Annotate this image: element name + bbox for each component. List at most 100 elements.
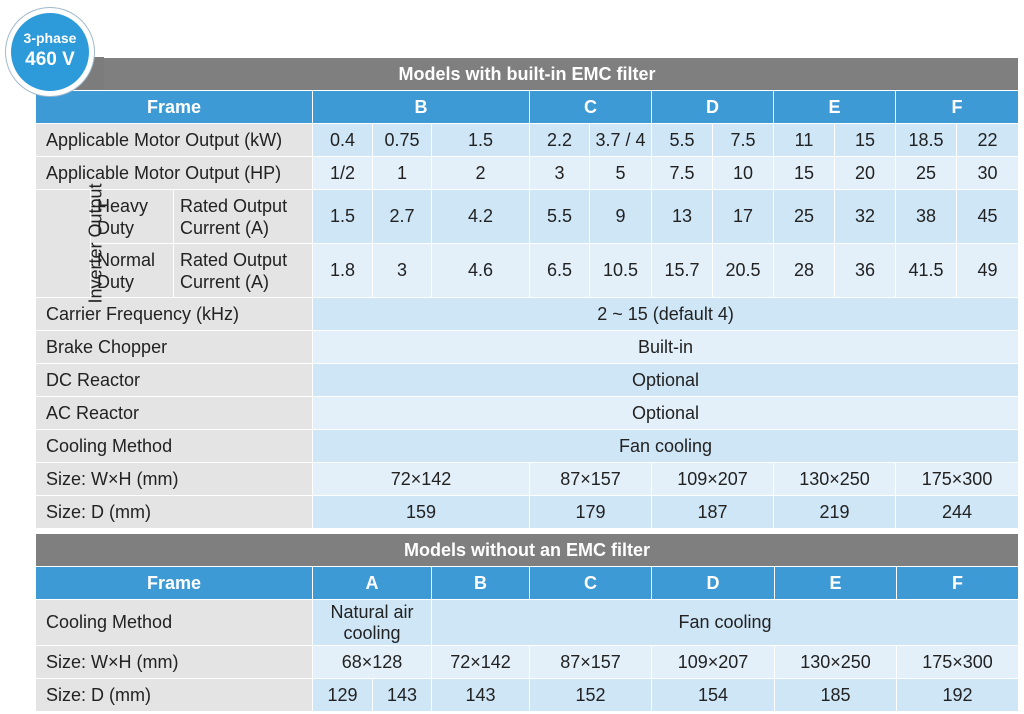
kw-row: Applicable Motor Output (kW) 0.4 0.75 1.… xyxy=(35,123,1020,157)
normal-duty-row: Normal Duty Rated Output Current (A) 1.8… xyxy=(36,243,1020,298)
inverter-output-label: Inverter Output xyxy=(35,183,106,304)
size-wh-value: 175×300 xyxy=(896,645,1019,679)
hp-value: 5 xyxy=(589,156,652,190)
hp-value: 2 xyxy=(431,156,530,190)
hp-value: 15 xyxy=(773,156,835,190)
brake-row: Brake Chopper Built-in xyxy=(35,330,1020,364)
size-d-value: 143 xyxy=(431,678,530,712)
badge-voltage: 460 V xyxy=(25,49,75,70)
size-d-label: Size: D (mm) xyxy=(35,495,313,529)
brake-value: Built-in xyxy=(311,330,1020,364)
size-wh-value: 68×128 xyxy=(312,645,432,679)
hp-row: Applicable Motor Output (HP) 1/2 1 2 3 5… xyxy=(35,156,1020,190)
frame-e: E xyxy=(774,566,897,600)
kw-value: 5.5 xyxy=(651,123,713,157)
heavy-current-value: 4.2 xyxy=(431,189,530,244)
hp-value: 30 xyxy=(955,156,1020,190)
heavy-current-value: 17 xyxy=(712,189,774,244)
frame-d: D xyxy=(651,90,774,124)
size-wh-value: 109×207 xyxy=(651,462,774,496)
cooling-row: Cooling Method Natural air cooling Fan c… xyxy=(35,599,1019,646)
dc-reactor-value: Optional xyxy=(311,363,1020,397)
cooling-value: Fan cooling xyxy=(311,429,1020,463)
cooling-label: Cooling Method xyxy=(35,599,313,646)
normal-current-value: 36 xyxy=(834,243,896,298)
section-header-row: Models without an EMC filter xyxy=(35,533,1019,567)
size-wh-row: Size: W×H (mm) 68×128 72×142 87×157 109×… xyxy=(35,645,1019,679)
heavy-duty-row: Inverter Output Heavy Duty Rated Output … xyxy=(35,183,1020,304)
normal-current-value: 6.5 xyxy=(529,243,590,298)
ac-reactor-label: AC Reactor xyxy=(35,396,313,430)
heavy-current-value: 45 xyxy=(955,189,1020,244)
size-d-value: 154 xyxy=(651,678,775,712)
brake-label: Brake Chopper xyxy=(35,330,313,364)
size-d-row: Size: D (mm) 159 179 187 219 244 xyxy=(35,495,1020,529)
carrier-value: 2 ~ 15 (default 4) xyxy=(311,297,1020,331)
size-d-value: 192 xyxy=(896,678,1019,712)
normal-current-value: 3 xyxy=(372,243,432,298)
phase-voltage-badge: 3-phase 460 V xyxy=(6,8,94,96)
size-d-value: 219 xyxy=(773,495,896,529)
hp-value: 25 xyxy=(895,156,957,190)
heavy-current-label: Rated Output Current (A) xyxy=(173,189,313,244)
emc-filter-spec-table: Models with built-in EMC filter Frame B … xyxy=(34,57,1020,529)
frame-row: Frame B C D E F xyxy=(35,90,1020,124)
normal-current-value: 10.5 xyxy=(589,243,652,298)
size-d-label: Size: D (mm) xyxy=(35,678,313,712)
size-wh-row: Size: W×H (mm) 72×142 87×157 109×207 130… xyxy=(35,462,1020,496)
carrier-row: Carrier Frequency (kHz) 2 ~ 15 (default … xyxy=(35,297,1020,331)
heavy-duty-label: Heavy Duty xyxy=(90,189,174,244)
hp-value: 3 xyxy=(529,156,590,190)
size-d-value: 159 xyxy=(312,495,530,529)
dc-reactor-label: DC Reactor xyxy=(35,363,313,397)
kw-value: 15 xyxy=(834,123,896,157)
no-emc-filter-spec-table: Models without an EMC filter Frame A B C… xyxy=(35,533,1019,712)
frame-a: A xyxy=(312,566,432,600)
normal-current-value: 1.8 xyxy=(312,243,373,298)
normal-current-value: 4.6 xyxy=(431,243,530,298)
dc-reactor-row: DC Reactor Optional xyxy=(35,363,1020,397)
hp-label: Applicable Motor Output (HP) xyxy=(35,156,313,190)
normal-current-value: 20.5 xyxy=(712,243,774,298)
kw-value: 0.4 xyxy=(312,123,373,157)
kw-value: 11 xyxy=(773,123,835,157)
size-wh-label: Size: W×H (mm) xyxy=(35,462,313,496)
frame-b: B xyxy=(312,90,530,124)
normal-current-label: Rated Output Current (A) xyxy=(173,243,313,298)
normal-current-value: 15.7 xyxy=(651,243,713,298)
size-wh-value: 72×142 xyxy=(431,645,530,679)
cooling-fan-value: Fan cooling xyxy=(431,599,1019,646)
frame-label: Frame xyxy=(35,566,313,600)
frame-label: Frame xyxy=(35,90,313,124)
frame-e: E xyxy=(773,90,896,124)
size-d-value: 143 xyxy=(372,678,432,712)
frame-c: C xyxy=(529,90,652,124)
size-d-value: 187 xyxy=(651,495,774,529)
hp-value: 20 xyxy=(834,156,896,190)
cooling-label: Cooling Method xyxy=(35,429,313,463)
kw-value: 1.5 xyxy=(431,123,530,157)
section-title: Models with built-in EMC filter xyxy=(34,57,1020,91)
kw-value: 18.5 xyxy=(895,123,957,157)
cooling-row: Cooling Method Fan cooling xyxy=(35,429,1020,463)
size-wh-label: Size: W×H (mm) xyxy=(35,645,313,679)
size-d-value: 152 xyxy=(529,678,652,712)
size-wh-value: 130×250 xyxy=(774,645,897,679)
size-d-value: 179 xyxy=(529,495,652,529)
normal-current-value: 41.5 xyxy=(895,243,957,298)
heavy-current-value: 9 xyxy=(589,189,652,244)
section-header-row: Models with built-in EMC filter xyxy=(34,57,1020,91)
hp-value: 7.5 xyxy=(651,156,713,190)
kw-value: 2.2 xyxy=(529,123,590,157)
size-wh-value: 87×157 xyxy=(529,462,652,496)
section-title: Models without an EMC filter xyxy=(35,533,1019,567)
heavy-current-value: 32 xyxy=(834,189,896,244)
frame-row: Frame A B C D E F xyxy=(35,566,1019,600)
kw-value: 7.5 xyxy=(712,123,774,157)
size-wh-value: 72×142 xyxy=(312,462,530,496)
size-d-value: 244 xyxy=(894,495,1020,529)
kw-label: Applicable Motor Output (kW) xyxy=(35,123,313,157)
carrier-label: Carrier Frequency (kHz) xyxy=(35,297,313,331)
hp-value: 10 xyxy=(712,156,774,190)
kw-value: 22 xyxy=(955,123,1020,157)
